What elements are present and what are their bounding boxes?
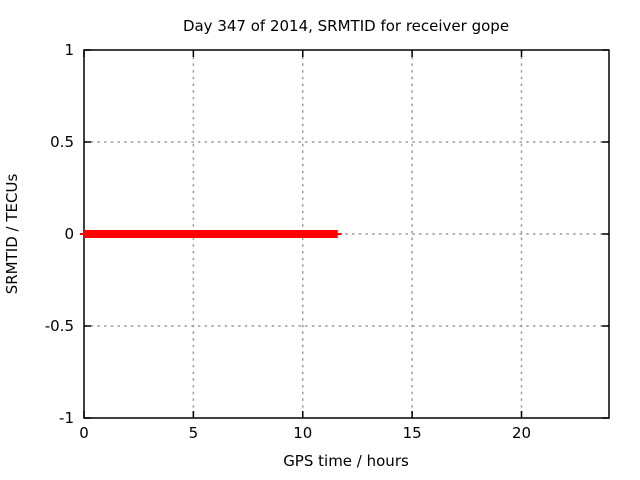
y-axis-label: SRMTID / TECUs xyxy=(3,174,21,295)
x-tick-label: 0 xyxy=(79,424,89,442)
chart-title: Day 347 of 2014, SRMTID for receiver gop… xyxy=(183,17,509,35)
y-tick-label: 1 xyxy=(64,41,74,59)
x-tick-label: 5 xyxy=(189,424,199,442)
x-tick-label: 10 xyxy=(293,424,312,442)
y-tick-label: -1 xyxy=(59,409,74,427)
y-tick-label: -0.5 xyxy=(45,317,74,335)
y-tick-label: 0 xyxy=(64,225,74,243)
x-axis-label: GPS time / hours xyxy=(283,452,409,470)
x-tick-label: 15 xyxy=(403,424,422,442)
y-tick-label: 0.5 xyxy=(50,133,74,151)
x-tick-label: 20 xyxy=(512,424,531,442)
